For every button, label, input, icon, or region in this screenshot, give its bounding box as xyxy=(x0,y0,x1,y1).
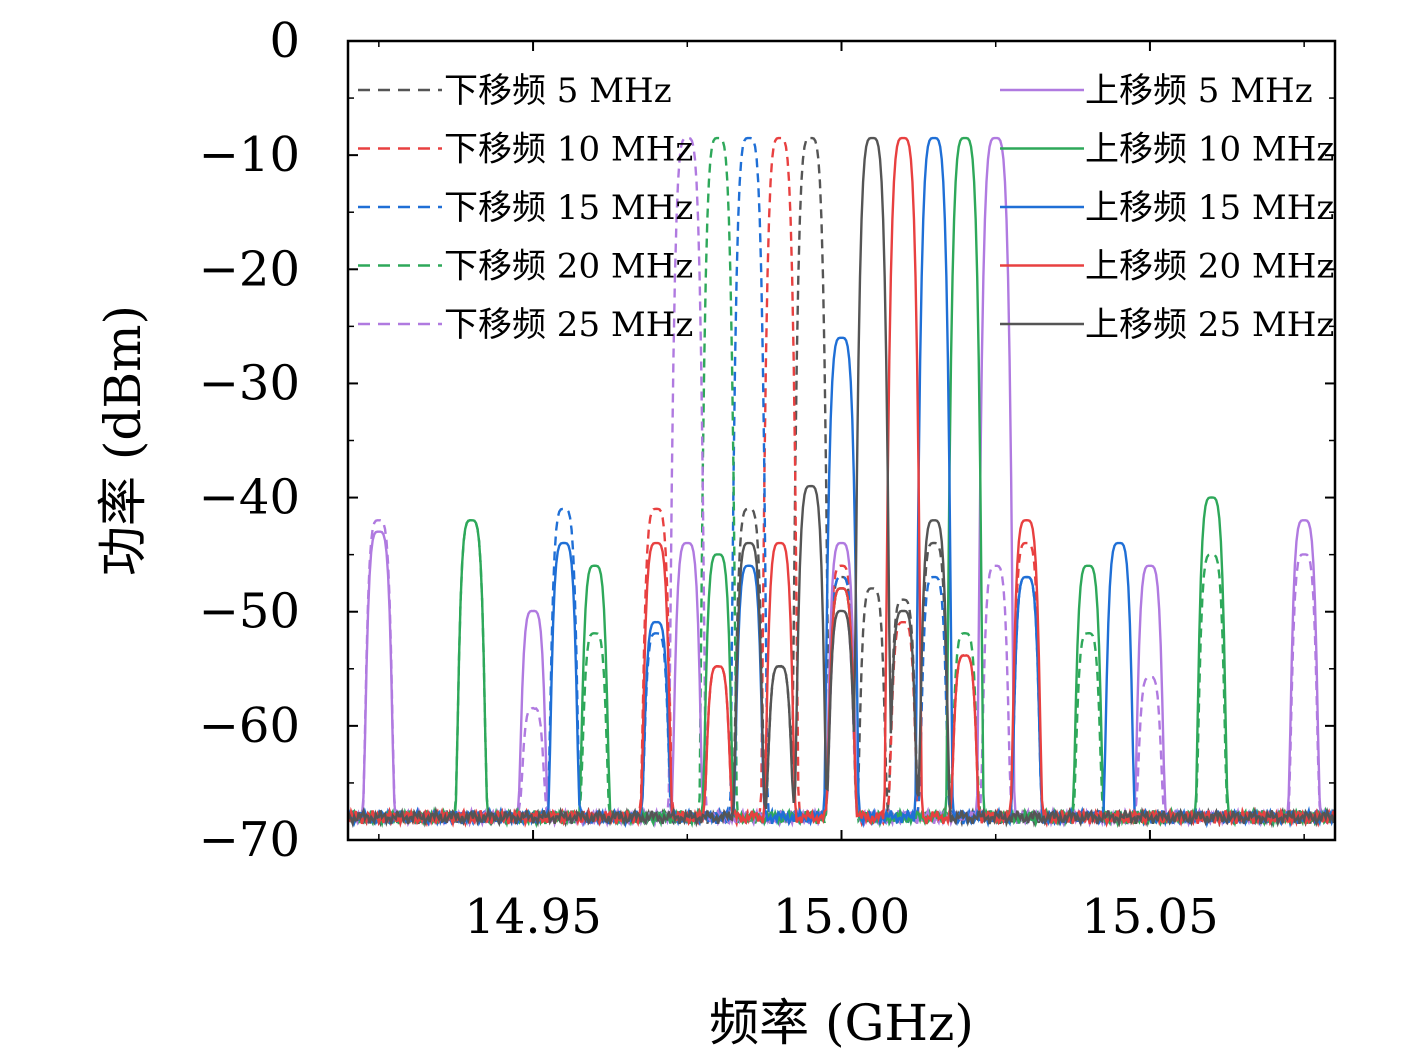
legend-entry-label: 上移频 25 MHz xyxy=(1085,305,1334,345)
series-line xyxy=(348,136,1335,829)
x-axis-label: 频率 (GHz) xyxy=(709,994,974,1052)
y-tick-label: −70 xyxy=(199,812,300,868)
axis-ticks: 0 −10 −20 −30 −40 −50 −60 −70 14.95 15.00 15.05 xyxy=(199,13,1335,945)
y-tick-label: −50 xyxy=(199,584,300,640)
series-line xyxy=(348,136,1335,829)
y-tick-label: −60 xyxy=(199,698,300,754)
legend-entry-label: 下移频 10 MHz xyxy=(444,130,693,170)
legend-entry-label: 上移频 5 MHz xyxy=(1085,71,1313,111)
legend-entry-label: 下移频 5 MHz xyxy=(444,71,672,111)
series-line xyxy=(348,136,1335,828)
x-tick-label: 15.05 xyxy=(1081,889,1218,945)
series-line xyxy=(348,136,1335,829)
y-tick-label: −40 xyxy=(199,470,300,526)
legend: 下移频 5 MHz 下移频 10 MHz 下移频 15 MHz 下移频 20 MHz 下… xyxy=(358,71,1334,345)
y-tick-label: 0 xyxy=(269,13,300,69)
series-line xyxy=(348,136,1335,828)
x-tick-label: 14.95 xyxy=(464,889,601,945)
y-axis-label: 功率 (dBm) xyxy=(94,305,152,576)
x-tick-label: 15.00 xyxy=(773,889,910,945)
y-tick-label: −30 xyxy=(199,355,300,411)
legend-entry-label: 上移频 20 MHz xyxy=(1085,247,1334,287)
legend-entry-label: 下移频 20 MHz xyxy=(444,247,693,287)
series-line xyxy=(348,136,1335,829)
series-line xyxy=(348,136,1335,829)
legend-entry-label: 下移频 15 MHz xyxy=(444,188,693,228)
series-line xyxy=(348,136,1335,828)
legend-entry-label: 上移频 10 MHz xyxy=(1085,130,1334,170)
series-line xyxy=(348,136,1335,828)
legend-entry-label: 下移频 25 MHz xyxy=(444,305,693,345)
legend-entry-label: 上移频 15 MHz xyxy=(1085,188,1334,228)
series-curves xyxy=(348,136,1335,829)
y-tick-label: −20 xyxy=(199,241,300,297)
series-line xyxy=(348,136,1335,829)
y-tick-label: −10 xyxy=(199,127,300,183)
